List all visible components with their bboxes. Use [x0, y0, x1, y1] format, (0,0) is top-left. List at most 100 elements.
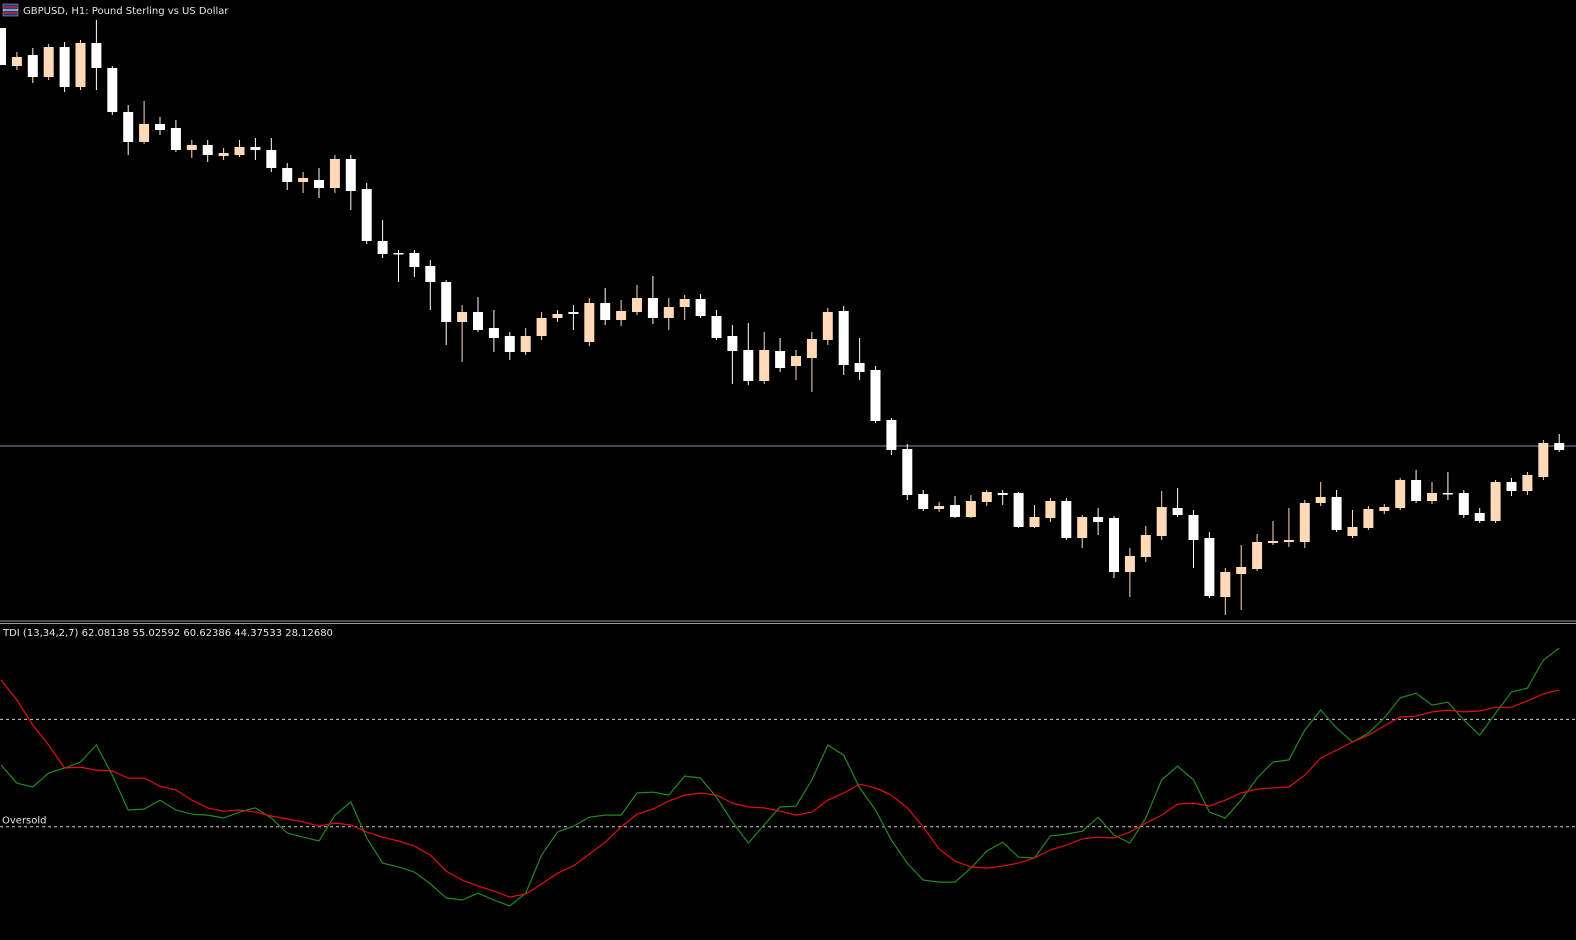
- candle-body: [123, 112, 134, 142]
- candle-body: [711, 316, 722, 338]
- candle-body: [11, 57, 22, 66]
- candle-body: [997, 493, 1008, 495]
- candle-body: [759, 350, 770, 381]
- candle-body: [1331, 497, 1342, 530]
- candle-body: [298, 178, 309, 182]
- candle-body: [1204, 538, 1215, 596]
- candle-body: [679, 299, 690, 307]
- candle-body: [409, 253, 420, 267]
- candle-body: [1490, 482, 1501, 521]
- candle-body: [1458, 493, 1469, 515]
- candle-body: [1109, 518, 1119, 572]
- candle-body: [536, 318, 547, 336]
- candle-body: [250, 147, 261, 150]
- candle-body: [1236, 567, 1247, 574]
- candle-body: [1363, 509, 1374, 528]
- candle-body: [473, 312, 483, 330]
- candle-body: [1061, 501, 1072, 538]
- candle-body: [43, 47, 54, 77]
- candle-body: [1013, 493, 1024, 527]
- candle-body: [170, 128, 181, 150]
- candle-body: [457, 312, 468, 322]
- candle-body: [361, 189, 372, 241]
- candle-body: [791, 356, 801, 366]
- candle-body: [155, 124, 165, 130]
- candle-body: [806, 339, 817, 358]
- candle-body: [139, 124, 150, 142]
- candle-body: [218, 153, 229, 156]
- candle-body: [1220, 572, 1231, 597]
- candle-body: [981, 492, 992, 502]
- candle-body: [854, 363, 865, 372]
- candle-body: [377, 241, 388, 254]
- candle-body: [1538, 443, 1549, 477]
- candle-body: [1395, 480, 1406, 508]
- candle-body: [1554, 443, 1565, 450]
- candle-body: [1045, 501, 1056, 518]
- candle-body: [1474, 513, 1485, 521]
- candle-body: [1442, 493, 1453, 495]
- candle-body: [870, 370, 881, 421]
- candle-body: [504, 336, 515, 352]
- candle-body: [1268, 541, 1278, 543]
- candle-body: [965, 501, 976, 517]
- candle-body: [441, 282, 452, 322]
- candle-body: [822, 312, 833, 340]
- candle-body: [520, 336, 531, 352]
- candle-body: [1172, 508, 1183, 515]
- candle-body: [552, 314, 563, 318]
- candle-body: [1299, 503, 1310, 542]
- candle-body: [266, 150, 277, 168]
- indicator-line: [0, 647, 1560, 907]
- candle-body: [584, 303, 595, 342]
- candle-body: [1140, 535, 1151, 557]
- candle-body: [345, 159, 356, 191]
- candle-body: [902, 449, 913, 495]
- candle-body: [950, 505, 960, 517]
- candle-body: [234, 147, 245, 155]
- candle-body: [743, 350, 754, 381]
- candle-body: [0, 28, 6, 65]
- chart-title: GBPUSD, H1: Pound Sterling vs US Dollar: [23, 6, 229, 17]
- level-label: Oversold: [2, 816, 47, 827]
- candle-body: [314, 180, 324, 188]
- candle-body: [1379, 507, 1390, 511]
- candle-body: [1188, 515, 1199, 540]
- candle-body: [632, 298, 642, 312]
- indicator-line: [0, 679, 1560, 898]
- candle-body: [918, 494, 929, 509]
- candle-body: [186, 145, 197, 150]
- candle-body: [1427, 493, 1437, 501]
- candle-body: [600, 303, 611, 320]
- candle-body: [27, 55, 38, 77]
- candle-body: [329, 159, 340, 188]
- candle-body: [1315, 497, 1326, 503]
- candle-body: [886, 420, 897, 450]
- candle-body: [1077, 517, 1088, 538]
- candle-body: [838, 311, 849, 365]
- candle-body: [1522, 475, 1533, 491]
- candle-body: [695, 299, 706, 316]
- candle-body: [488, 328, 499, 338]
- candle-body: [647, 298, 658, 318]
- candle-body: [1156, 507, 1167, 536]
- candle-body: [107, 68, 118, 112]
- candle-body: [1506, 482, 1517, 491]
- candle-body: [59, 47, 70, 87]
- indicator-title: TDI (13,34,2,7) 62.08138 55.02592 60.623…: [2, 628, 333, 639]
- candle-body: [393, 253, 404, 255]
- candle-body: [616, 311, 627, 320]
- candle-body: [75, 43, 86, 87]
- candle-body: [1029, 517, 1040, 527]
- candle-body: [775, 351, 786, 368]
- candle-body: [425, 266, 436, 282]
- symbol-icon: [2, 3, 19, 17]
- candle-body: [1411, 480, 1422, 501]
- candle-body: [727, 336, 738, 351]
- candle-body: [91, 43, 102, 68]
- candle-body: [568, 312, 579, 314]
- candle-body: [1124, 556, 1135, 572]
